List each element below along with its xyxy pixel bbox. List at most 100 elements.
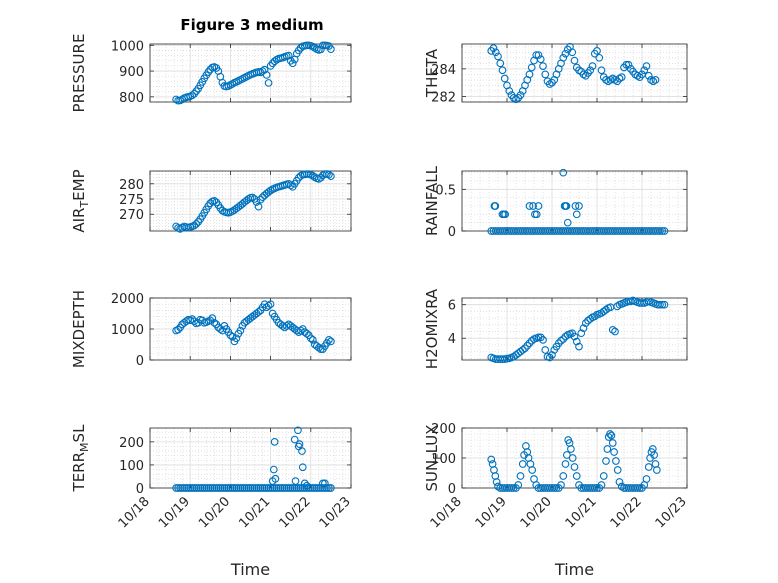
data-point — [562, 451, 571, 459]
data-point — [323, 484, 331, 492]
data-point — [559, 472, 568, 480]
data-point — [276, 484, 285, 492]
y-tick-label: 900 — [119, 65, 144, 80]
data-point — [572, 337, 581, 346]
data-point — [274, 484, 283, 492]
data-point — [244, 195, 253, 203]
y-axis-label: THETA — [423, 48, 441, 98]
data-point — [581, 319, 590, 327]
data-point — [256, 484, 265, 492]
y-tick-label: 200 — [119, 436, 144, 451]
data-point — [272, 484, 281, 492]
data-point — [516, 472, 525, 480]
data-point — [572, 472, 581, 480]
panel-pressure: 800 900 1000 PRESSURE — [70, 34, 352, 112]
data-point — [327, 172, 335, 181]
y-tick-label: 6 — [448, 299, 456, 314]
data-point — [518, 460, 527, 468]
data-point — [186, 484, 195, 492]
data-point — [296, 326, 305, 335]
data-point — [658, 300, 667, 309]
y-tick-label: 200 — [431, 422, 456, 437]
data-point — [597, 481, 606, 489]
data-point — [264, 79, 273, 87]
data-point — [252, 198, 261, 206]
data-point — [270, 484, 279, 492]
data-point — [525, 339, 534, 348]
data-point — [516, 91, 525, 99]
data-point — [317, 484, 325, 492]
data-point — [550, 484, 559, 492]
data-point — [603, 445, 612, 453]
y-tick-label: 270 — [119, 208, 144, 223]
data-point — [575, 342, 583, 351]
data-point — [172, 95, 180, 104]
data-point — [325, 170, 333, 179]
series-h2omixra — [487, 296, 669, 364]
data-point — [656, 227, 664, 235]
y-axis-label: RAINFALL — [423, 165, 441, 236]
data-point — [602, 457, 610, 465]
y-tick-label: 1000 — [111, 323, 144, 338]
data-point — [302, 329, 311, 338]
data-point — [532, 51, 541, 59]
data-point — [568, 48, 577, 57]
data-point — [174, 484, 182, 492]
data-point — [523, 341, 532, 350]
data-point — [656, 300, 664, 309]
data-point — [294, 484, 303, 492]
data-point — [218, 484, 227, 492]
y-tick-label: 100 — [431, 452, 456, 467]
data-point — [254, 202, 263, 211]
y-axis-label: MIXDEPTH — [70, 290, 88, 368]
data-point — [532, 210, 541, 219]
data-point — [284, 51, 293, 60]
data-point — [314, 484, 323, 492]
data-point — [496, 59, 505, 68]
data-point — [593, 47, 601, 55]
data-point — [248, 484, 257, 492]
data-point — [242, 484, 251, 492]
data-point — [518, 346, 527, 354]
data-point — [306, 170, 315, 179]
data-point — [660, 227, 669, 235]
data-point — [536, 55, 545, 64]
data-point — [302, 481, 311, 490]
data-point — [288, 59, 297, 68]
data-point — [308, 42, 317, 51]
plot-area — [150, 428, 351, 488]
data-point — [188, 315, 197, 323]
data-point — [206, 484, 215, 492]
data-point — [266, 186, 275, 195]
y-axis-label: TERRMSL — [70, 424, 91, 493]
data-point — [610, 448, 618, 456]
data-point — [571, 202, 580, 210]
data-point — [494, 52, 502, 61]
data-point — [562, 202, 571, 210]
data-point — [220, 484, 229, 492]
data-point — [264, 301, 273, 310]
data-point — [599, 472, 608, 480]
y-axis-label: AIRTEMP — [70, 169, 91, 232]
data-point — [266, 484, 275, 492]
data-point — [210, 318, 219, 327]
plot-area — [462, 298, 687, 360]
data-point — [559, 53, 568, 62]
data-point — [548, 351, 556, 359]
data-point — [278, 484, 287, 492]
data-point — [190, 484, 199, 492]
data-point — [306, 334, 315, 343]
data-point — [176, 484, 184, 492]
data-point — [586, 315, 595, 323]
y-tick-label: 282 — [431, 90, 456, 105]
data-point — [325, 336, 333, 344]
data-point — [613, 302, 622, 311]
data-point — [644, 463, 653, 471]
data-point — [194, 484, 203, 492]
data-point — [230, 484, 239, 492]
data-point — [250, 484, 259, 492]
data-point — [172, 484, 180, 492]
data-point — [192, 220, 201, 228]
data-point — [570, 463, 579, 471]
